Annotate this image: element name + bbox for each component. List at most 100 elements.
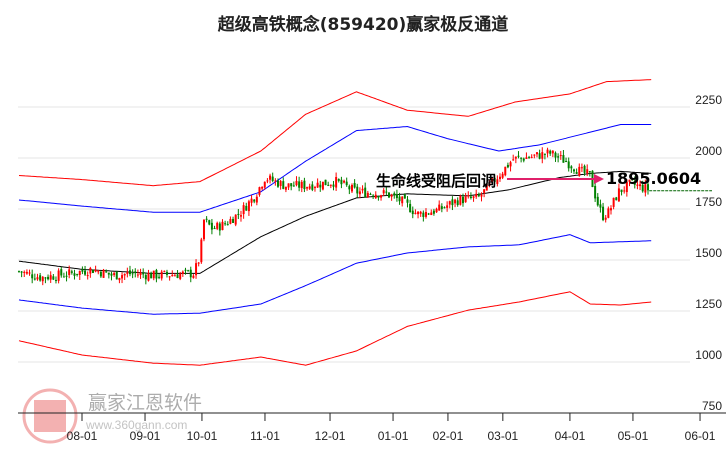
candle-body [274,180,277,182]
candle-body [483,189,486,193]
candle-body [364,187,367,198]
candle-body [565,160,568,162]
candle-body [612,197,615,207]
candle-body [625,181,628,193]
candle-body [91,269,94,273]
candle-body [382,190,385,194]
y-tick-label: 750 [702,399,722,413]
candle-body [128,270,131,275]
candle-body [646,184,649,191]
candle-body [213,228,216,230]
candle-body [321,181,324,190]
arrow-head-icon [594,174,604,184]
candle-body [110,273,113,276]
candle-body [327,184,330,186]
candle-body [261,186,264,189]
candle-body [454,199,457,204]
candle-body [594,185,597,199]
candle-body [229,218,232,224]
candle-body [469,196,472,198]
candle-body [232,219,235,223]
candle-body [36,277,39,280]
candle-body [596,196,599,206]
candle-body [60,269,63,276]
candle-body [208,220,211,225]
band-middle [18,170,652,274]
candle-body [604,217,607,220]
candle-body [324,179,327,186]
candle-body [253,199,256,202]
candle-body [250,198,253,203]
candle-body [210,222,213,230]
candle-body [395,194,398,199]
candle-body [152,270,155,279]
candle-body [311,184,314,190]
candle-body [387,192,390,198]
candle-body [271,176,274,181]
candle-body [530,156,533,158]
candle-body [461,196,464,204]
candle-body [472,196,475,198]
y-tick-label: 1500 [695,246,722,260]
candle-body [28,272,31,274]
candle-body [520,157,523,159]
candle-body [366,192,369,198]
candle-body [562,155,565,163]
watermark-url: www.360gann.com [86,418,188,432]
candle-body [245,205,248,211]
candle-body [335,177,338,188]
candle-body [221,221,224,231]
watermark-text: 赢家江恩软件 [88,392,203,414]
candle-body [578,166,581,176]
band-lower-inner [18,234,652,315]
candle-body [620,189,623,192]
candle-body [350,184,353,192]
candle-body [583,165,586,173]
candle-body [226,224,229,226]
band-upper-outer [18,79,652,187]
candle-body [422,212,425,217]
candle-body [165,271,168,275]
candle-body [641,184,644,192]
candle-body [332,184,335,187]
candle-body [380,195,383,198]
candle-body [62,276,65,278]
candle-body [464,196,467,203]
candle-body [205,218,208,220]
candle-body [377,196,380,198]
candle-body [403,194,406,199]
candle-body [522,158,525,161]
candle-body [451,199,454,206]
candle-body [609,208,612,211]
candle-body [432,210,435,214]
candle-body [47,276,50,280]
watermark-seal [22,388,82,449]
candle-body [337,178,340,181]
candle-body [179,273,182,279]
candle-body [623,190,626,192]
candle-body [639,184,642,187]
candle-body [107,272,110,275]
candle-body [501,173,504,178]
candle-body [17,271,20,273]
candle-body [255,196,258,203]
candle-body [602,206,605,221]
candle-body [575,172,578,174]
candle-body [202,219,205,240]
candle-body [533,154,536,156]
candle-body [586,169,589,174]
candle-body [163,270,166,272]
candle-body [599,204,602,208]
candle-body [343,180,346,183]
candle-body [446,205,449,208]
candle-body [155,270,158,279]
candle-body [512,159,515,161]
candle-body [144,274,147,280]
x-tick-label: 09-01 [130,429,161,443]
candle-body [224,223,227,225]
candle-body [467,195,470,197]
candle-body [631,178,634,180]
candle-body [49,275,52,280]
candle-body [187,270,190,272]
